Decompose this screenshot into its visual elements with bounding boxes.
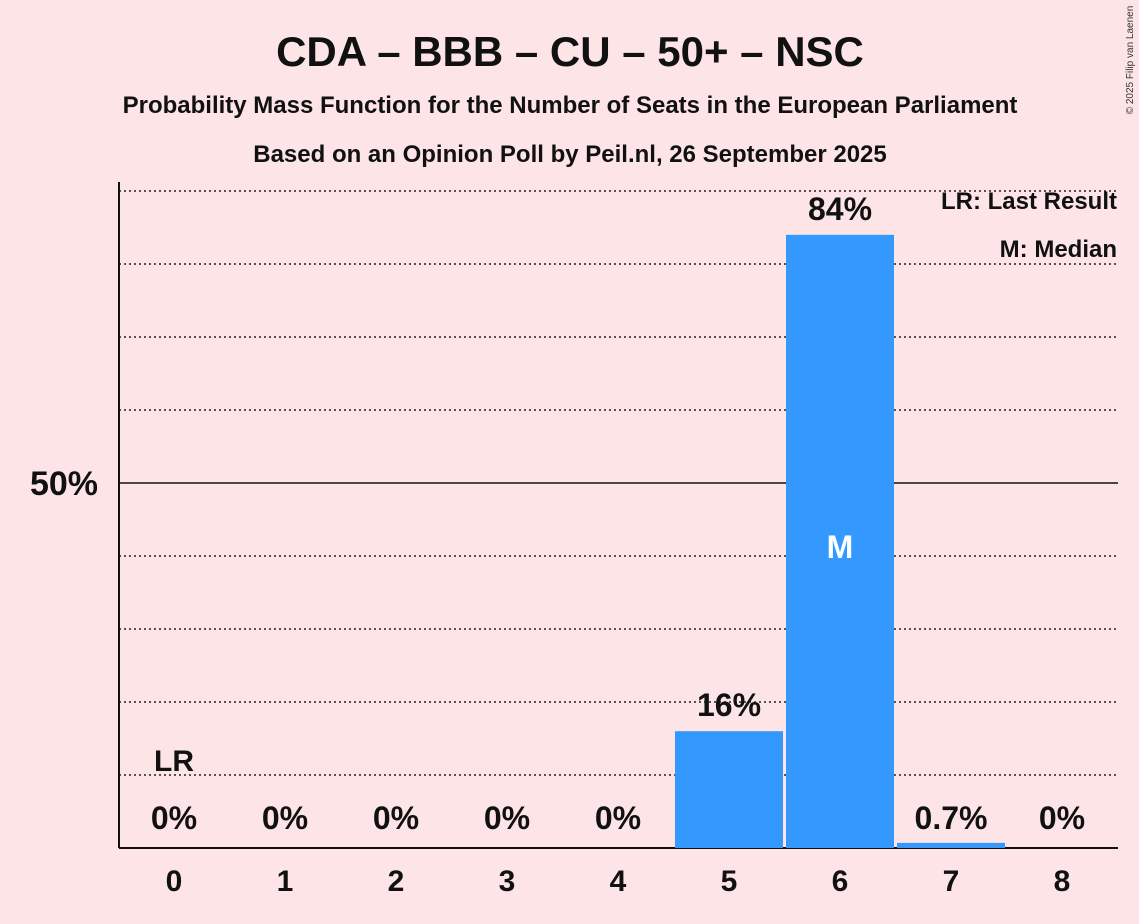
bar-value-label: 0% [1039, 800, 1085, 836]
x-tick-label: 5 [721, 865, 738, 898]
x-tick-label: 8 [1054, 865, 1071, 898]
x-tick-label: 2 [388, 865, 405, 898]
bar-value-label: 0% [373, 800, 419, 836]
last-result-marker: LR [154, 745, 194, 778]
chart-title: CDA – BBB – CU – 50+ – NSC [276, 28, 864, 75]
x-tick-label: 0 [166, 865, 183, 898]
x-tick-label: 7 [943, 865, 960, 898]
chart-subtitle: Probability Mass Function for the Number… [123, 92, 1018, 119]
bar [675, 731, 783, 848]
bar [786, 234, 894, 849]
bar-value-label: 0% [484, 800, 530, 836]
bar-value-label: 0.7% [915, 800, 988, 836]
bar-value-label: 16% [697, 687, 761, 723]
copyright: © 2025 Filip van Laenen [1125, 6, 1136, 115]
bar-value-label: 0% [262, 800, 308, 836]
bar-value-label: 0% [151, 800, 197, 836]
legend-last-result: LR: Last Result [941, 188, 1117, 215]
bar [897, 842, 1005, 848]
bar-value-label: 0% [595, 800, 641, 836]
x-tick-label: 4 [610, 865, 627, 898]
bar-value-label: 84% [808, 191, 872, 227]
y-tick-label: 50% [30, 465, 98, 503]
x-tick-label: 1 [277, 865, 294, 898]
chart-subtitle-2: Based on an Opinion Poll by Peil.nl, 26 … [253, 141, 887, 168]
x-tick-label: 6 [832, 865, 849, 898]
legend-median: M: Median [1000, 236, 1117, 263]
median-marker: M [827, 529, 854, 565]
x-tick-label: 3 [499, 865, 516, 898]
